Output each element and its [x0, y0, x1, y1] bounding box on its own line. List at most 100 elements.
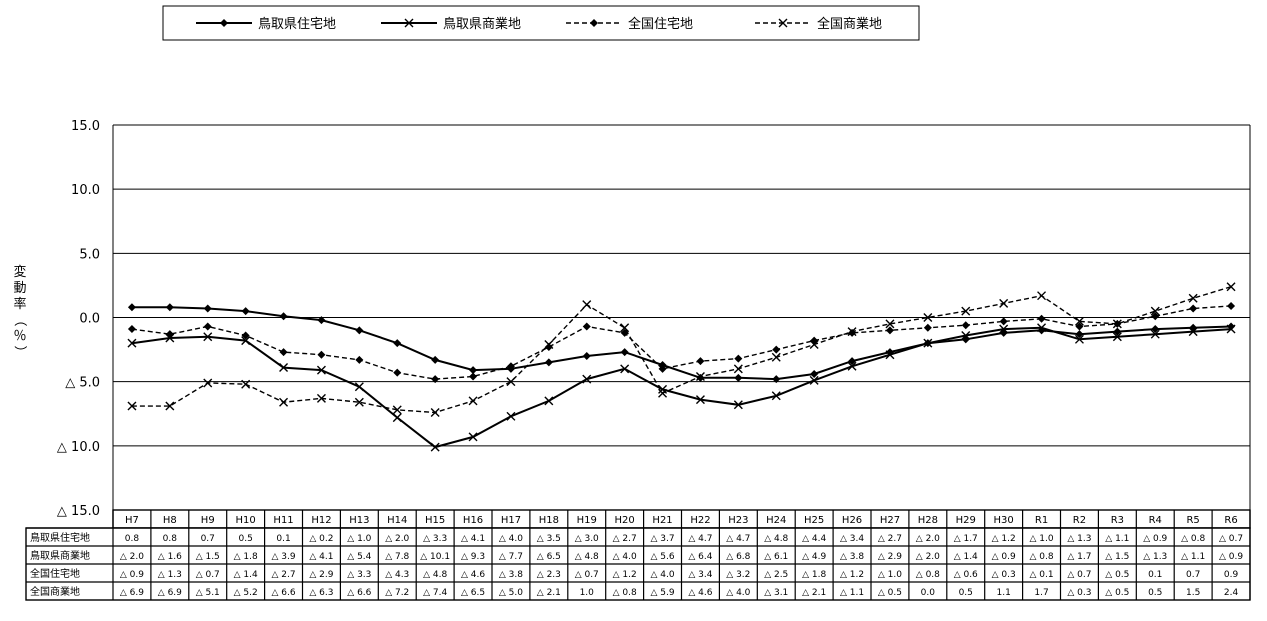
data-label: △ 0.9	[992, 552, 1016, 562]
data-label: △ 4.8	[575, 552, 599, 562]
x-tick-label: H28	[918, 515, 938, 526]
data-point	[1188, 293, 1198, 303]
y-axis-label-char: ）	[12, 345, 27, 358]
data-point	[354, 382, 364, 392]
data-point	[203, 304, 212, 313]
legend-entry: 鳥取県商業地	[443, 16, 521, 32]
table-row-label: 全国住宅地	[30, 567, 80, 580]
data-label: △ 6.6	[347, 588, 371, 598]
data-point	[620, 323, 630, 333]
data-label: △ 3.8	[840, 552, 864, 562]
series-line	[131, 305, 1232, 380]
data-point	[506, 362, 515, 371]
data-label: 0.9	[1224, 570, 1239, 580]
y-tick-label: 15.0	[71, 119, 100, 134]
data-label: △ 0.5	[878, 588, 902, 598]
data-label: △ 2.0	[385, 534, 409, 544]
data-label: △ 0.7	[1219, 534, 1243, 544]
data-label: △ 0.9	[120, 570, 144, 580]
data-label: △ 0.2	[309, 534, 333, 544]
legend-marker	[590, 19, 598, 27]
data-point	[885, 350, 895, 360]
x-tick-label: H21	[652, 515, 672, 526]
data-point	[544, 343, 553, 352]
data-point	[127, 401, 137, 411]
data-label: △ 4.1	[309, 552, 333, 562]
data-point	[734, 354, 743, 363]
data-label: △ 2.1	[802, 588, 826, 598]
y-tick-label: △ 10.0	[57, 440, 100, 455]
data-point	[127, 338, 137, 348]
data-label: △ 1.5	[1105, 552, 1129, 562]
data-label: △ 6.8	[726, 552, 750, 562]
data-point	[279, 348, 288, 357]
data-point	[923, 323, 932, 332]
y-axis-ticks: 15.0 10.0 5.0 0.0 △ 5.0 △ 10.0 △ 15.0	[57, 119, 100, 519]
data-label: △ 1.3	[1143, 552, 1167, 562]
data-point	[203, 332, 213, 342]
data-label: △ 1.8	[802, 570, 826, 580]
data-point	[316, 393, 326, 403]
data-label: △ 4.1	[461, 534, 485, 544]
data-point	[733, 400, 743, 410]
data-point	[1150, 306, 1160, 316]
data-label: △ 0.6	[954, 570, 978, 580]
data-label: △ 3.0	[575, 534, 599, 544]
data-point	[468, 432, 478, 442]
data-label: 0.7	[201, 534, 215, 544]
data-label: △ 0.5	[1105, 570, 1129, 580]
data-point	[469, 366, 478, 375]
data-label: △ 2.1	[537, 588, 561, 598]
data-point	[582, 322, 591, 331]
data-point	[316, 365, 326, 375]
data-label: △ 4.0	[726, 588, 750, 598]
data-point	[1075, 330, 1084, 339]
data-label: △ 7.2	[385, 588, 409, 598]
data-point	[809, 339, 819, 349]
data-point	[771, 391, 781, 401]
series-2	[127, 323, 1236, 452]
data-label: 0.0	[921, 588, 936, 598]
data-label: △ 2.7	[271, 570, 295, 580]
data-label: △ 1.1	[1181, 552, 1205, 562]
data-label: △ 0.7	[196, 570, 220, 580]
data-point	[999, 317, 1008, 326]
data-label: △ 1.4	[234, 570, 258, 580]
series-line	[131, 286, 1232, 414]
table-row-label: 鳥取県住宅地	[30, 531, 90, 544]
data-label: △ 3.3	[347, 570, 371, 580]
data-point	[695, 372, 705, 382]
y-tick-label: 10.0	[71, 183, 100, 198]
data-point	[354, 397, 364, 407]
data-label: △ 9.3	[461, 552, 485, 562]
data-label: △ 0.7	[575, 570, 599, 580]
data-point	[1037, 291, 1047, 301]
data-label: △ 1.0	[878, 570, 902, 580]
y-tick-label: △ 5.0	[65, 376, 100, 391]
data-point	[241, 379, 251, 389]
data-point	[1188, 327, 1198, 337]
data-point	[431, 355, 440, 364]
data-label: △ 5.2	[234, 588, 258, 598]
data-point	[961, 330, 971, 340]
y-tick-label: 0.0	[79, 312, 100, 327]
data-label: △ 5.0	[499, 588, 523, 598]
data-label: △ 0.7	[1067, 570, 1091, 580]
data-label: △ 2.5	[764, 570, 788, 580]
data-point	[847, 327, 857, 337]
data-label: △ 0.1	[1029, 570, 1053, 580]
data-label: △ 5.4	[347, 552, 371, 562]
data-label: △ 0.8	[613, 588, 637, 598]
data-point	[923, 313, 933, 322]
legend-marker	[404, 18, 414, 28]
data-point	[772, 345, 781, 354]
data-label: △ 1.2	[840, 570, 864, 580]
data-point	[544, 358, 553, 367]
data-label: △ 1.7	[954, 534, 978, 544]
x-tick-label: H27	[880, 515, 900, 526]
data-point	[165, 303, 174, 312]
legend-marker	[778, 18, 788, 28]
data-label: △ 1.1	[840, 588, 864, 598]
data-label: △ 1.0	[347, 534, 371, 544]
data-point	[582, 352, 591, 360]
